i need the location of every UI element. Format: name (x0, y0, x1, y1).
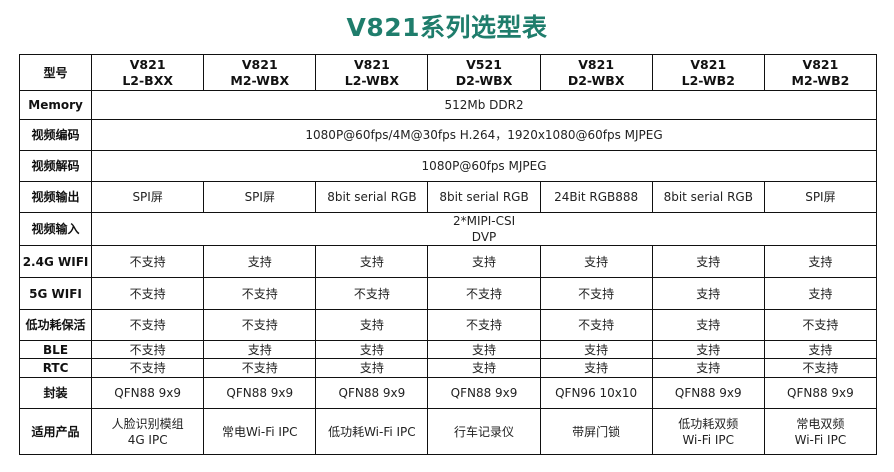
table-cell: 不支持 (427, 309, 541, 341)
table-cell: 不支持 (203, 309, 317, 341)
table-cell: QFN88 9x9 (91, 377, 205, 409)
table-row: BLE 不支持 支持 支持 支持 支持 支持 支持 (18, 340, 878, 359)
table-cell: 不支持 (203, 358, 317, 378)
table-cell: 支持 (651, 277, 765, 310)
model-header: V821 M2-WBX (203, 54, 317, 91)
table-cell: SPI屏 (203, 181, 317, 213)
table-cell: 支持 (763, 245, 878, 278)
model-header: V821 L2-WBX (315, 54, 429, 91)
table-cell: 8bit serial RGB (651, 181, 765, 213)
table-cell: 支持 (315, 245, 429, 278)
row-label: 2.4G WIFI (18, 245, 93, 278)
table-cell: SPI屏 (763, 181, 878, 213)
table-cell: 不支持 (91, 245, 205, 278)
table-cell: 不支持 (203, 277, 317, 310)
model-header: V821 L2-WB2 (651, 54, 765, 91)
row-label: 视频编码 (18, 119, 93, 151)
row-label: 视频输出 (18, 181, 93, 213)
table-row: 2.4G WIFI 不支持 支持 支持 支持 支持 支持 支持 (18, 245, 878, 278)
model-header: V821 L2-BXX (91, 54, 205, 91)
table-cell: QFN88 9x9 (651, 377, 765, 409)
page-title: V821系列选型表 (346, 13, 548, 42)
table-cell: QFN88 9x9 (203, 377, 317, 409)
table-cell: 支持 (427, 340, 541, 359)
model-header: V821 M2-WB2 (763, 54, 878, 91)
table-cell: 行车记录仪 (427, 408, 541, 455)
table-cell: QFN96 10x10 (539, 377, 653, 409)
table-cell: 不支持 (539, 277, 653, 310)
table-cell: SPI屏 (91, 181, 205, 213)
row-label: 封装 (18, 377, 93, 409)
model-header: V521 D2-WBX (427, 54, 541, 91)
table-cell: 24Bit RGB888 (539, 181, 653, 213)
row-label: 适用产品 (18, 408, 93, 455)
table-cell: 支持 (315, 309, 429, 341)
table-cell: 低功耗Wi-Fi IPC (315, 408, 429, 455)
table-cell: 支持 (203, 340, 317, 359)
table-cell: 支持 (427, 245, 541, 278)
table-cell: 8bit serial RGB (315, 181, 429, 213)
header-row: 型号 V821 L2-BXX V821 M2-WBX V821 L2-WBX V521 … (18, 54, 878, 91)
table-cell: 支持 (651, 358, 765, 378)
row-label: 5G WIFI (18, 277, 93, 310)
table-cell: 常电双频 Wi-Fi IPC (763, 408, 878, 455)
table-cell: 常电Wi-Fi IPC (203, 408, 317, 455)
row-label: 型号 (18, 54, 93, 91)
table-cell: 不支持 (763, 309, 878, 341)
table-cell: 8bit serial RGB (427, 181, 541, 213)
table-cell: 支持 (763, 340, 878, 359)
table-row: 视频输入 2*MIPI-CSI DVP (18, 212, 877, 246)
table-cell: 支持 (651, 245, 765, 278)
table-cell: 不支持 (91, 358, 205, 378)
table-cell: 低功耗双频 Wi-Fi IPC (651, 408, 765, 455)
table-row: 5G WIFI 不支持 不支持 不支持 不支持 不支持 支持 支持 (18, 277, 878, 310)
table-row: 视频输出 SPI屏 SPI屏 8bit serial RGB 8bit serial R… (18, 181, 878, 213)
table-row: RTC 不支持 不支持 支持 支持 支持 支持 不支持 (18, 358, 878, 378)
spanned-cell: 512Mb DDR2 (91, 90, 877, 120)
table-row: 视频编码 1080P@60fps/4M@30fps H.264，1920x1080… (18, 119, 877, 151)
row-label: 视频解码 (18, 150, 93, 182)
table-cell: 支持 (651, 309, 765, 341)
table-cell: 支持 (539, 358, 653, 378)
row-label: BLE (18, 340, 93, 359)
table-row: 视频解码 1080P@60fps MJPEG (18, 150, 877, 182)
table-cell: 支持 (427, 358, 541, 378)
table-cell: QFN88 9x9 (427, 377, 541, 409)
row-label: 视频输入 (18, 212, 93, 246)
model-header: V821 D2-WBX (539, 54, 653, 91)
table-cell: 支持 (651, 340, 765, 359)
table-cell: 不支持 (315, 277, 429, 310)
table-cell: 支持 (763, 277, 878, 310)
table-cell: 支持 (203, 245, 317, 278)
table-cell: QFN88 9x9 (315, 377, 429, 409)
row-label: RTC (18, 358, 93, 378)
table-cell: 支持 (315, 358, 429, 378)
table-cell: 带屏门锁 (539, 408, 653, 455)
row-label: 低功耗保活 (18, 309, 93, 341)
spanned-cell: 1080P@60fps MJPEG (91, 150, 877, 182)
table-row: 低功耗保活 不支持 不支持 支持 不支持 不支持 支持 不支持 (18, 309, 878, 341)
table-cell: 不支持 (427, 277, 541, 310)
spanned-cell: 1080P@60fps/4M@30fps H.264，1920x1080@60f… (91, 119, 877, 151)
table-cell: 支持 (539, 340, 653, 359)
table-row: 适用产品 人脸识别模组 4G IPC 常电Wi-Fi IPC 低功耗Wi-Fi IPC… (18, 408, 878, 455)
table-cell: 不支持 (91, 309, 205, 341)
table-row: 封装 QFN88 9x9 QFN88 9x9 QFN88 9x9 QFN88 9x9 QF… (18, 377, 878, 409)
table-cell: 人脸识别模组 4G IPC (91, 408, 205, 455)
table-cell: 支持 (539, 245, 653, 278)
table-cell: 不支持 (91, 340, 205, 359)
table-cell: 不支持 (763, 358, 878, 378)
table-cell: 不支持 (91, 277, 205, 310)
table-cell: 不支持 (539, 309, 653, 341)
spanned-cell: 2*MIPI-CSI DVP (91, 212, 877, 246)
table-cell: 支持 (315, 340, 429, 359)
selection-table: 型号 V821 L2-BXX V821 M2-WBX V821 L2-WBX V521 … (18, 54, 878, 455)
row-label: Memory (18, 90, 93, 120)
table-cell: QFN88 9x9 (763, 377, 878, 409)
table-row: Memory 512Mb DDR2 (18, 90, 877, 120)
